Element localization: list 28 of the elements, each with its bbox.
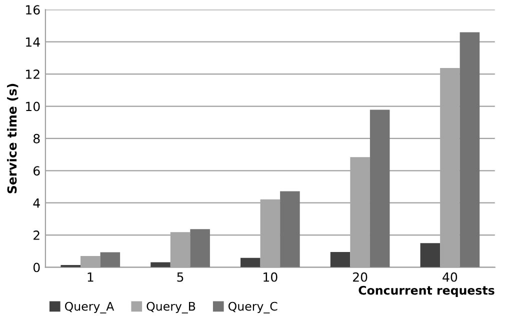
y-tick-label: 10: [26, 102, 40, 112]
bar: [460, 32, 480, 268]
x-axis-title: Concurrent requests: [358, 286, 494, 298]
legend-label: Query_A: [65, 302, 114, 314]
legend-label: Query_B: [146, 302, 196, 314]
y-tick-label: 14: [26, 37, 40, 47]
y-tick-label: 8: [33, 134, 40, 144]
y-tick-label: 2: [34, 230, 40, 240]
y-axis-title: Service time (s): [7, 84, 18, 194]
bar: [240, 258, 260, 268]
bar: [190, 229, 210, 268]
x-tick-label: 1: [88, 272, 94, 282]
y-tick-label: 0: [33, 262, 40, 272]
y-tick-label: 4: [33, 198, 40, 208]
bar: [420, 243, 440, 268]
legend-label: Query_C: [228, 302, 278, 314]
x-tick-label: 10: [264, 272, 278, 282]
bar: [150, 262, 170, 268]
bar: [100, 252, 120, 268]
bar: [330, 252, 350, 268]
y-tick-label: 6: [34, 166, 40, 176]
y-tick-label: 12: [26, 70, 40, 79]
bar: [370, 110, 390, 268]
bar: [280, 191, 300, 268]
x-tick-label: 20: [353, 272, 368, 282]
x-tick-label: 5: [177, 272, 184, 282]
y-tick-label: 16: [26, 5, 40, 15]
x-tick-label: 40: [442, 272, 458, 282]
